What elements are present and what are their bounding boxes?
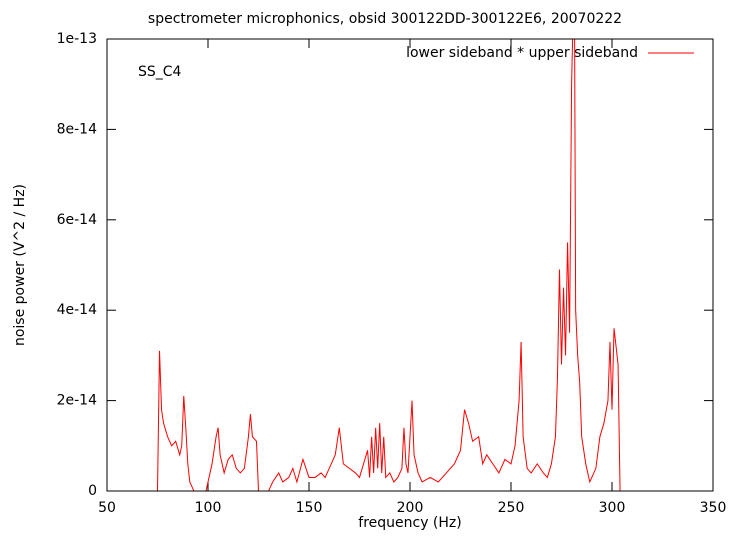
x-tick-label: 250 (498, 500, 525, 516)
y-tick-label: 1e-13 (57, 31, 97, 47)
x-tick-label: 200 (397, 500, 424, 516)
y-tick-label: 4e-14 (57, 302, 97, 318)
y-axis-label: noise power (V^2 / Hz) (12, 184, 28, 346)
x-axis-label: frequency (Hz) (358, 515, 461, 531)
legend-label: lower sideband * upper sideband (406, 45, 638, 61)
y-tick-label: 6e-14 (57, 212, 97, 228)
y-tick-label: 0 (88, 483, 97, 499)
x-tick-label: 150 (296, 500, 323, 516)
x-tick-label: 100 (195, 500, 222, 516)
x-tick-label: 300 (599, 500, 626, 516)
x-tick-label: 50 (98, 500, 116, 516)
chart-title: spectrometer microphonics, obsid 300122D… (148, 11, 622, 27)
x-tick-label: 350 (700, 500, 727, 516)
data-line (107, 39, 713, 491)
plot-frame (106, 38, 714, 492)
y-tick-label: 2e-14 (57, 393, 97, 409)
annotation: SS_C4 (138, 64, 182, 80)
y-tick-label: 8e-14 (57, 121, 97, 137)
